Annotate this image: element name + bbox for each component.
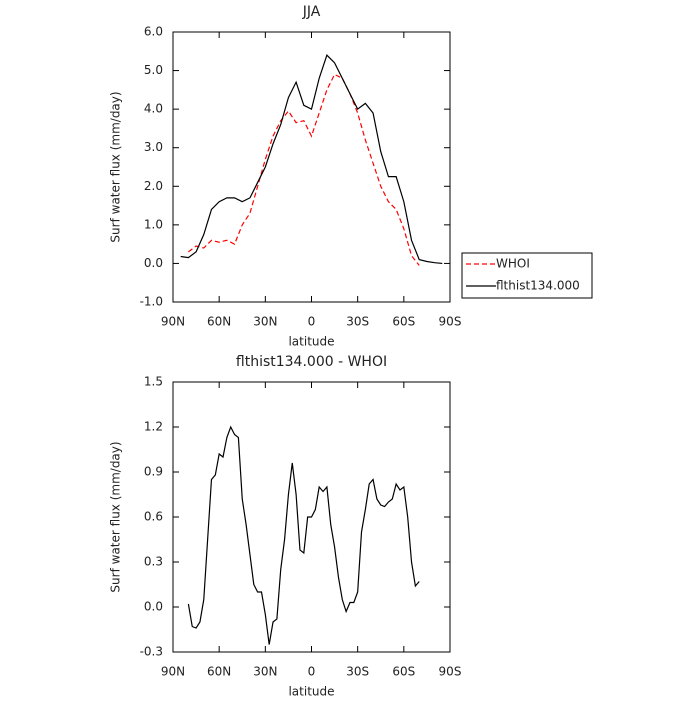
series-line: [188, 73, 420, 266]
y-tick-label: -0.3: [140, 645, 163, 659]
y-tick-label: 0.6: [144, 510, 163, 524]
x-tick-label: 60S: [392, 315, 415, 329]
legend-label: flthist134.000: [496, 279, 580, 293]
y-axis-label: Surf water flux (mm/day): [109, 91, 123, 242]
x-tick-label: 60N: [207, 315, 231, 329]
y-tick-label: 5.0: [144, 63, 163, 77]
x-tick-label: 30S: [346, 315, 369, 329]
x-tick-label: 60N: [207, 665, 231, 679]
x-tick-label: 60S: [392, 665, 415, 679]
x-tick-label: 30N: [253, 315, 277, 329]
x-tick-label: 0: [308, 315, 316, 329]
y-tick-label: 1.5: [144, 375, 163, 389]
x-tick-label: 30N: [253, 665, 277, 679]
y-tick-label: 3.0: [144, 140, 163, 154]
y-tick-label: 4.0: [144, 102, 163, 116]
chart-title: JJA: [302, 4, 321, 20]
y-tick-label: 0.0: [144, 256, 163, 270]
legend-box: [461, 252, 593, 299]
x-tick-label: 90S: [439, 665, 462, 679]
y-tick-label: 6.0: [144, 25, 163, 39]
y-tick-label: 0.3: [144, 555, 163, 569]
x-axis-label: latitude: [288, 335, 334, 349]
x-tick-label: 0: [308, 665, 316, 679]
y-tick-label: 1.0: [144, 217, 163, 231]
legend-label: WHOI: [496, 257, 530, 271]
chart-title: flthist134.000 - WHOI: [236, 354, 387, 370]
x-tick-label: 90N: [161, 315, 185, 329]
y-tick-label: 2.0: [144, 179, 163, 193]
y-axis-label: Surf water flux (mm/day): [109, 441, 123, 592]
x-axis-label: latitude: [288, 685, 334, 699]
y-tick-label: 1.2: [144, 420, 163, 434]
plot-frame: [172, 31, 451, 303]
x-tick-label: 90N: [161, 665, 185, 679]
x-tick-label: 30S: [346, 665, 369, 679]
series-line: [180, 54, 443, 265]
y-tick-label: 0.9: [144, 465, 163, 479]
y-tick-label: -1.0: [140, 295, 163, 309]
x-tick-label: 90S: [439, 315, 462, 329]
y-tick-label: 0.0: [144, 600, 163, 614]
data-line: [187, 425, 420, 645]
